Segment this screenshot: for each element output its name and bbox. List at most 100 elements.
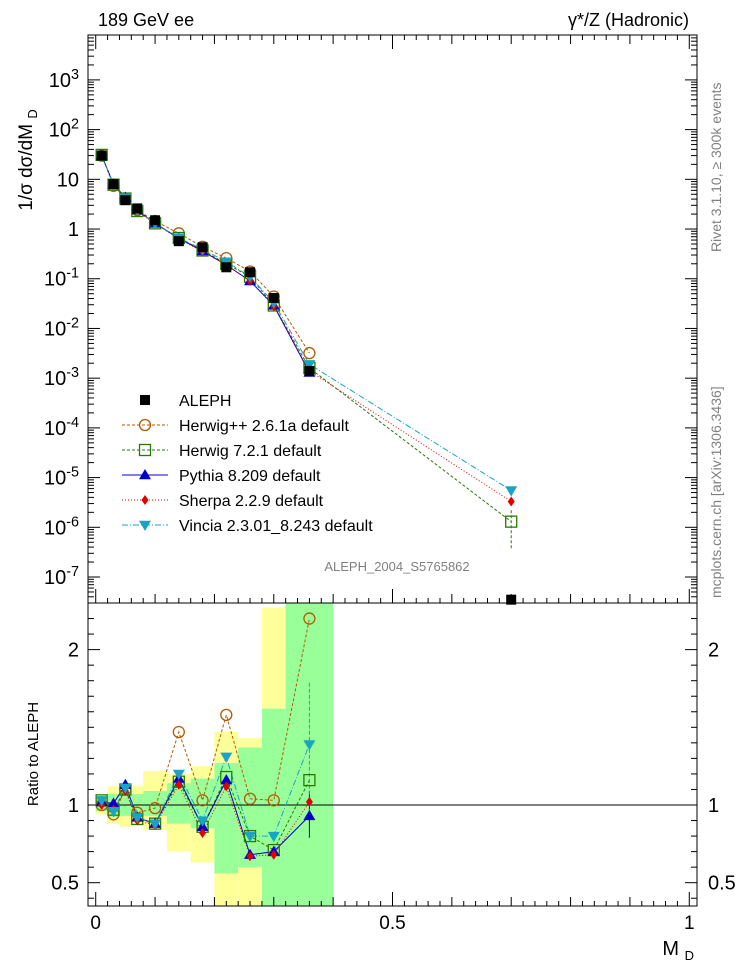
- main-point-4: [303, 360, 316, 371]
- ratio-point-4: [119, 783, 132, 794]
- aleph-point: [132, 203, 143, 214]
- y-tick-label-exp: -3: [66, 365, 79, 381]
- y-tick-label: 10-1: [44, 266, 79, 291]
- aleph-point: [96, 150, 107, 161]
- ratio-point-3: [175, 779, 183, 790]
- aleph-point: [245, 267, 256, 278]
- legend-marker: [141, 495, 149, 505]
- y-tick-label-exp: 3: [71, 67, 79, 83]
- y-tick-label-base: 10: [44, 418, 66, 440]
- main-line-1: [101, 154, 512, 523]
- aleph-point: [221, 262, 232, 273]
- y-tick-label-base: 10: [49, 70, 71, 92]
- x-tick-label-base: 1: [684, 913, 695, 934]
- ratio-y-tick-label: 0.5: [51, 873, 79, 895]
- analysis-label: ALEPH_2004_S5765862: [324, 559, 469, 574]
- y-tick-label-exp: -7: [66, 564, 79, 580]
- y-tick-label-base: 1: [68, 219, 79, 241]
- legend-label: Vincia 2.3.01_8.243 default: [179, 518, 373, 535]
- y-tick-label-exp: -4: [66, 415, 79, 431]
- main-point-1: [505, 515, 518, 528]
- y-tick-label: 10-5: [44, 465, 79, 490]
- aleph-point: [268, 292, 279, 303]
- ratio-axis-title: Ratio to ALEPH: [25, 702, 42, 806]
- ratio-point-1: [303, 773, 316, 787]
- y-tick-label-exp: -2: [66, 315, 79, 331]
- x-axis-title-text: M: [662, 938, 679, 960]
- legend-label: Herwig++ 2.6.1a default: [179, 418, 349, 435]
- aleph-data: [96, 150, 517, 605]
- ratio-point-2: [107, 797, 120, 808]
- legend-marker: [138, 418, 152, 432]
- x-axis-title: M D: [662, 938, 694, 963]
- green-band: [143, 791, 167, 816]
- y-tick-label: 103: [49, 67, 79, 92]
- ratio-line-0: [101, 618, 310, 816]
- green-band: [131, 794, 144, 818]
- ratio-y-tick-label-base: 0.5: [51, 873, 79, 895]
- ratio-point-0: [172, 725, 185, 739]
- aleph-point: [506, 594, 517, 605]
- ratio-point-4: [244, 831, 257, 843]
- y-tick-label: 10-2: [44, 315, 79, 340]
- ratio-line-3: [101, 783, 310, 857]
- aleph-point: [173, 236, 184, 247]
- x-tick-label: 0: [90, 913, 101, 934]
- ratio-point-3: [222, 781, 230, 792]
- main-line-2: [101, 155, 310, 373]
- y-axis-title: 1/σ dσ/dM D: [16, 109, 40, 211]
- ratio-y-tick-label-right: 1: [708, 795, 719, 817]
- y-tick-label-base: 10: [49, 120, 71, 142]
- aleph-point: [197, 242, 208, 253]
- ratio-point-3: [246, 851, 254, 862]
- y-tick-label-base: 10: [44, 517, 66, 539]
- ratio-point-4: [131, 813, 144, 824]
- ratio-point-0: [267, 794, 280, 807]
- ratio-y-tick-label-base: 1: [68, 795, 79, 817]
- green-band: [285, 603, 334, 906]
- ratio-y-tick-label-right: 0.5: [708, 873, 736, 895]
- y-tick-label: 10-4: [44, 415, 79, 440]
- process-label: γ*/Z (Hadronic): [568, 10, 689, 30]
- y-tick-label-base: 10: [57, 169, 79, 191]
- legend-marker: [138, 443, 152, 457]
- y-tick-label: 1: [68, 219, 79, 241]
- rivet-label: Rivet 3.1.10, ≥ 300k events: [708, 82, 724, 252]
- ratio-point-4: [107, 807, 120, 818]
- ratio-point-3: [270, 849, 278, 860]
- ratio-plot-frame: [87, 602, 698, 907]
- y-axis-title-text: 1/σ dσ/dM: [16, 124, 37, 211]
- y-tick-label: 10-7: [44, 564, 79, 589]
- ratio-y-tick-label: 1: [68, 795, 79, 817]
- legend-label: ALEPH: [179, 393, 231, 410]
- y-tick-label-base: 10: [44, 269, 66, 291]
- y-tick-label-exp: -1: [66, 266, 79, 282]
- ratio-point-0: [220, 708, 233, 722]
- ratio-point-2: [220, 774, 233, 785]
- legend-label: Sherpa 2.2.9 default: [179, 493, 324, 510]
- ratio-point-2: [303, 809, 316, 821]
- aleph-point: [108, 179, 119, 190]
- ratio-y-tick-label-right: 2: [708, 640, 719, 662]
- main-series: [95, 148, 518, 550]
- main-line-3: [101, 155, 512, 502]
- ratio-point-4: [267, 831, 280, 843]
- ratio-y-tick-label: 2: [68, 640, 79, 662]
- x-tick-label: 1: [684, 913, 695, 934]
- ratio-point-0: [148, 801, 162, 815]
- legend: ALEPH Herwig++ 2.6.1a default Herwig 7.2.1…: [122, 393, 373, 535]
- y-tick-label: 10: [57, 169, 79, 191]
- y-tick-label-base: 10: [44, 468, 66, 490]
- ratio-y-tick-label-right-base: 0.5: [708, 873, 736, 895]
- ratio-point-3: [305, 796, 313, 807]
- legend-label: Pythia 8.209 default: [179, 468, 321, 485]
- ratio-point-4: [220, 752, 233, 763]
- ratio-y-tick-label-right-base: 2: [708, 640, 719, 662]
- aleph-point: [120, 195, 131, 206]
- x-axis-title-text-sub: D: [685, 948, 694, 963]
- ratio-point-3: [199, 827, 207, 838]
- ratio-point-4: [303, 740, 316, 751]
- legend-marker: [139, 469, 151, 480]
